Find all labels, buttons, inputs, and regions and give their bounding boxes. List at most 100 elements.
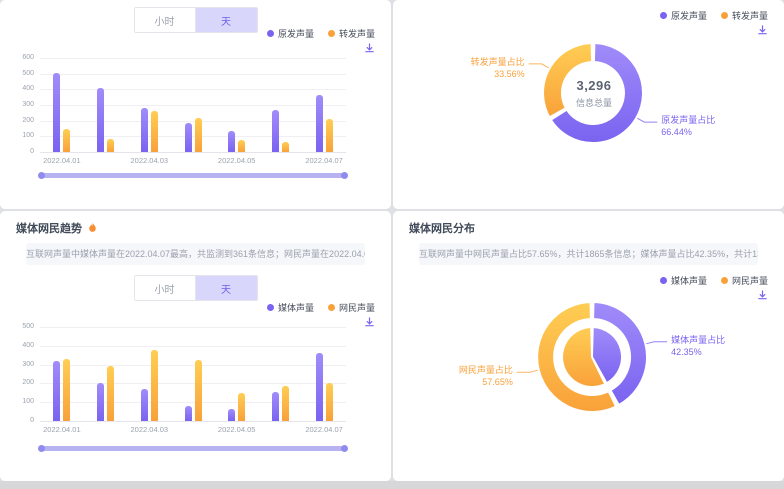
pie-label-pct: 42.35%: [671, 346, 702, 357]
toggle-hour-button[interactable]: 小时: [134, 8, 196, 32]
bar[interactable]: [325, 119, 333, 152]
bar[interactable]: [53, 360, 61, 421]
legend-label: 原发声量: [670, 11, 707, 21]
bar[interactable]: [228, 130, 236, 152]
bar[interactable]: [150, 349, 158, 421]
pie-label-name: 网民声量占比: [458, 365, 513, 376]
bar[interactable]: [97, 383, 105, 421]
gridline: [40, 402, 346, 404]
datazoom-slider[interactable]: [38, 172, 348, 179]
time-toggle: 小时 天: [133, 7, 258, 33]
gridline: [40, 152, 346, 153]
y-axis-tick: 500: [22, 69, 34, 77]
bar-chart: 0 100 200 300 400 500 600 2022.04.01 2022.04.03 2…: [10, 50, 354, 170]
legend-label: 网民声量: [731, 276, 768, 286]
bar[interactable]: [107, 365, 115, 421]
gridline: [40, 364, 346, 366]
panel-title-text: 媒体网民分布: [409, 223, 475, 235]
x-axis-label: 2022.04.03: [130, 425, 169, 434]
bar[interactable]: [271, 109, 279, 152]
legend-dot: [659, 12, 667, 19]
legend-dot: [327, 304, 335, 311]
legend-label: 媒体声量: [670, 276, 707, 286]
y-axis-tick: 300: [22, 360, 34, 368]
x-axis-label: 2022.04.07: [305, 425, 343, 434]
horizontal-scrollbar[interactable]: [0, 481, 784, 489]
x-axis-label: 2022.04.07: [305, 156, 343, 165]
y-axis-tick: 400: [22, 341, 34, 349]
x-axis-label: 2022.04.01: [43, 156, 81, 165]
bar[interactable]: [238, 392, 246, 421]
y-axis-tick: 300: [22, 101, 34, 108]
bar[interactable]: [140, 389, 148, 421]
bar[interactable]: [63, 359, 71, 421]
download-icon[interactable]: [757, 25, 768, 36]
bar-chart: 0 100 200 300 400 500 2022.04.01 2022.04.03 2022…: [10, 319, 354, 439]
legend-label: 原发声量: [277, 29, 314, 39]
bar[interactable]: [150, 110, 158, 152]
legend-item[interactable]: 原发声量: [266, 27, 314, 40]
y-axis-tick: 0: [30, 148, 34, 155]
chart-legend: 原发声量 转发声量: [659, 9, 768, 22]
bar[interactable]: [140, 108, 148, 152]
bar[interactable]: [315, 353, 323, 421]
panel-media-pie: 媒体网民分布 互联网声量中网民声量占比57.65%，共计1865条信息；媒体声量…: [393, 211, 784, 481]
legend-item[interactable]: 网民声量: [720, 274, 768, 287]
gridline: [40, 345, 346, 347]
pie-label-name: 原发声量占比: [661, 115, 716, 126]
legend-dot: [659, 277, 667, 284]
bar[interactable]: [271, 391, 279, 421]
y-axis-tick: 100: [22, 398, 34, 406]
gridline: [40, 105, 346, 106]
bar[interactable]: [325, 383, 333, 421]
legend-label: 网民声量: [338, 303, 375, 313]
bar[interactable]: [194, 118, 202, 152]
chart-legend: 媒体声量 网民声量: [659, 274, 768, 287]
panel-origin-pie: 原发声量 转发声量 3,296 信息总量 原发声量占比 66.44% 转发声量占比 33…: [393, 0, 784, 209]
toggle-day-button[interactable]: 天: [195, 276, 257, 300]
summary-text: 互联网声量中网民声量占比57.65%，共计1865条信息；媒体声量占比42.35…: [419, 243, 758, 265]
legend-item[interactable]: 媒体声量: [266, 301, 314, 314]
chart-legend: 原发声量 转发声量: [266, 27, 375, 40]
panel-media-trend: 媒体网民趋势 互联网声量中媒体声量在2022.04.07最高，共监测到361条信…: [0, 211, 391, 481]
panel-title: 媒体网民趋势: [16, 220, 98, 236]
toggle-day-button[interactable]: 天: [195, 8, 257, 32]
legend-label: 转发声量: [338, 29, 375, 39]
gridline: [40, 421, 346, 422]
download-icon[interactable]: [364, 317, 375, 328]
legend-item[interactable]: 转发声量: [327, 27, 375, 40]
bar[interactable]: [228, 408, 236, 421]
pie-center-total: 3,296 信息总量: [549, 78, 639, 109]
bar[interactable]: [238, 140, 246, 153]
toggle-hour-button[interactable]: 小时: [134, 276, 196, 300]
y-axis-tick: 200: [22, 379, 34, 387]
panel-origin-trend: 小时 天 原发声量 转发声量 0 100 200 300 400 500 600 2022.04…: [0, 0, 391, 209]
download-icon[interactable]: [364, 43, 375, 54]
bar[interactable]: [97, 87, 105, 152]
legend-item[interactable]: 网民声量: [327, 301, 375, 314]
legend-item[interactable]: 媒体声量: [659, 274, 707, 287]
gridline: [40, 136, 346, 138]
bar[interactable]: [194, 359, 202, 421]
bar[interactable]: [315, 94, 323, 152]
bar[interactable]: [281, 141, 289, 152]
bar[interactable]: [53, 72, 61, 152]
download-icon[interactable]: [757, 290, 768, 301]
x-axis-label: 2022.04.01: [43, 425, 81, 434]
bar[interactable]: [184, 406, 192, 421]
x-axis-label: 2022.04.03: [130, 156, 169, 165]
bar[interactable]: [63, 129, 71, 152]
datazoom-slider[interactable]: [38, 445, 348, 452]
pie-label-name: 转发声量占比: [470, 56, 525, 67]
pie-slice-label: 原发声量占比 66.44%: [661, 114, 753, 138]
bar[interactable]: [281, 386, 289, 421]
panel-title-text: 媒体网民趋势: [16, 223, 82, 235]
bar[interactable]: [107, 138, 115, 152]
flame-icon: [89, 222, 96, 232]
total-label: 信息总量: [575, 98, 612, 108]
legend-item[interactable]: 原发声量: [659, 9, 707, 22]
time-toggle: 小时 天: [133, 275, 258, 301]
pie-slice-label: 媒体声量占比 42.35%: [671, 334, 763, 358]
legend-item[interactable]: 转发声量: [720, 9, 768, 22]
bar[interactable]: [184, 123, 192, 152]
